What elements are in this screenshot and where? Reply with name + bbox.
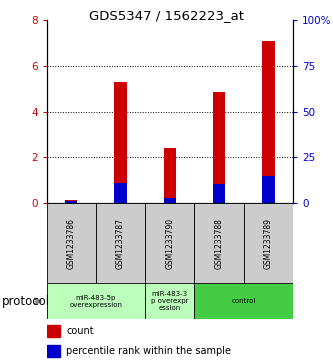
Text: percentile rank within the sample: percentile rank within the sample <box>66 346 231 356</box>
Text: GSM1233790: GSM1233790 <box>165 218 174 269</box>
Text: miR-483-5p
overexpression: miR-483-5p overexpression <box>69 295 123 308</box>
Text: GSM1233787: GSM1233787 <box>116 218 125 269</box>
Text: miR-483-3
p overexpr
ession: miR-483-3 p overexpr ession <box>151 291 188 311</box>
Bar <box>47 203 96 283</box>
Text: control: control <box>231 298 256 304</box>
Bar <box>213 184 225 203</box>
Bar <box>244 203 293 283</box>
Text: GDS5347 / 1562223_at: GDS5347 / 1562223_at <box>89 9 244 22</box>
Bar <box>194 203 244 283</box>
Bar <box>47 283 145 319</box>
Bar <box>262 41 275 203</box>
Bar <box>164 197 176 203</box>
Text: GSM1233789: GSM1233789 <box>264 218 273 269</box>
Bar <box>262 176 275 203</box>
Bar <box>213 92 225 203</box>
Text: protocol: protocol <box>2 295 50 308</box>
Bar <box>115 183 127 203</box>
Bar <box>65 200 77 203</box>
Bar <box>47 345 60 357</box>
Text: GSM1233788: GSM1233788 <box>214 218 224 269</box>
Bar <box>194 283 293 319</box>
Text: count: count <box>66 326 94 336</box>
Bar <box>145 203 194 283</box>
Bar <box>47 325 60 337</box>
Bar <box>96 203 145 283</box>
Bar <box>115 82 127 203</box>
Bar <box>164 148 176 203</box>
Text: GSM1233786: GSM1233786 <box>67 218 76 269</box>
Bar <box>145 283 194 319</box>
Bar <box>65 201 77 203</box>
